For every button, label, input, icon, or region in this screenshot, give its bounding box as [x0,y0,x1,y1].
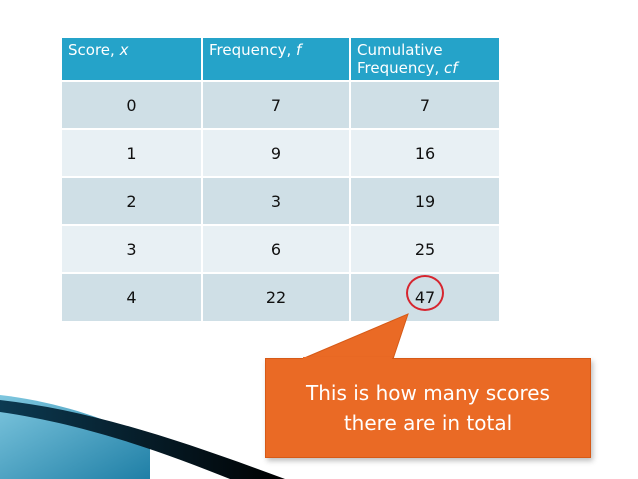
cell-cumulative: 25 [350,224,499,273]
cell-score: 2 [62,176,203,225]
frequency-table: Score, x Frequency, f Cumulative Frequen… [62,38,499,321]
header-frequency-var: f [296,41,302,59]
cell-score: 3 [62,224,203,273]
table-row: 3 6 25 [62,224,499,273]
table-header-row: Score, x Frequency, f Cumulative Frequen… [62,38,499,81]
cell-cumulative: 16 [350,128,499,177]
table-row: 1 9 16 [62,128,499,177]
cell-frequency: 3 [202,176,351,225]
cell-frequency: 22 [202,272,351,321]
cell-cumulative: 19 [350,176,499,225]
total-highlight-circle [406,275,444,311]
header-frequency-label: Frequency, [209,41,297,59]
table-row: 2 3 19 [62,176,499,225]
header-cumulative-var: cf [444,59,458,77]
cell-score: 0 [62,80,203,129]
cell-score: 1 [62,128,203,177]
header-cumulative-frequency: Cumulative Frequency, cf [350,38,499,81]
header-score-label: Score, [68,41,120,59]
callout-box: This is how many scores there are in tot… [265,358,591,458]
header-cumulative-label: Cumulative Frequency, [357,41,445,77]
callout-line-1: This is how many scores [306,381,550,405]
table-row: 0 7 7 [62,80,499,129]
cell-score: 4 [62,272,203,321]
cell-cumulative: 7 [350,80,499,129]
callout-line-2: there are in total [343,411,513,435]
cell-frequency: 6 [202,224,351,273]
header-score-var: x [119,41,129,59]
cell-frequency: 7 [202,80,351,129]
cell-frequency: 9 [202,128,351,177]
header-frequency: Frequency, f [202,38,351,81]
header-score: Score, x [62,38,203,81]
